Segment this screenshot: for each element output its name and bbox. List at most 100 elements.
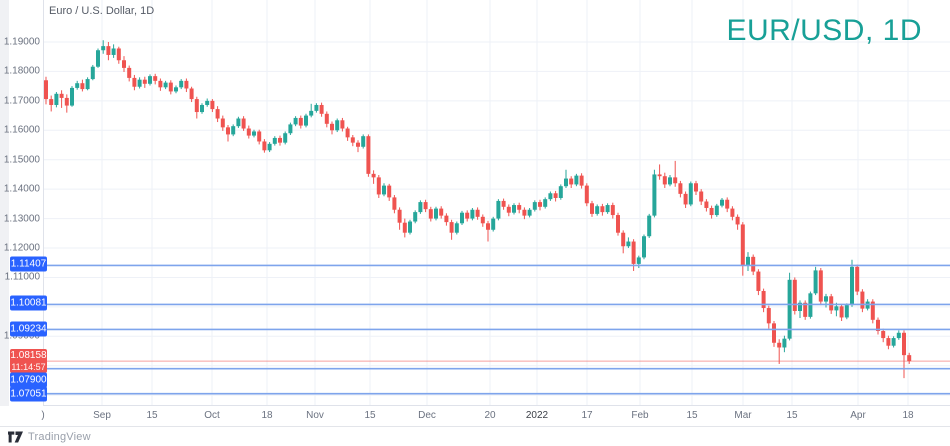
candle-body — [647, 215, 652, 237]
badge-price-value: 1.09234 — [10, 323, 47, 335]
candle-body — [44, 80, 48, 100]
candle-body — [595, 206, 600, 214]
candle-body — [168, 82, 173, 92]
candle-body — [189, 88, 194, 100]
price-label: 1.19000 — [3, 36, 40, 48]
candle-body — [740, 224, 745, 266]
candle-body — [304, 115, 308, 126]
candle-body — [798, 302, 802, 311]
candle-body — [397, 209, 402, 223]
time-tick: Feb — [631, 410, 649, 421]
candle-body — [751, 256, 756, 272]
candle-body — [907, 355, 912, 362]
candle-body — [532, 202, 537, 210]
price-level-badge: 1.07900 — [10, 372, 47, 388]
candle-body — [314, 104, 319, 111]
time-tick-year: 2022 — [525, 410, 549, 421]
candle-body — [782, 338, 787, 348]
candle-body — [881, 331, 886, 339]
candle-body — [252, 131, 256, 136]
candle-body — [850, 266, 854, 306]
price-level-badge: 1.11407 — [10, 256, 47, 272]
candle-body — [257, 131, 262, 142]
candle-body — [688, 183, 693, 205]
candle-body — [80, 83, 85, 90]
candle-body — [345, 128, 350, 138]
candle-body — [387, 185, 392, 198]
watermark-symbol-label: EUR/USD, 1D — [726, 14, 922, 47]
time-tick: 17 — [581, 410, 593, 421]
candle-body — [714, 205, 719, 216]
time-tick: Dec — [418, 410, 436, 421]
candle-body — [642, 236, 646, 258]
candle-body — [610, 205, 615, 216]
candle-body — [818, 270, 823, 302]
price-label: 1.11000 — [4, 271, 40, 283]
candle-body — [501, 200, 506, 207]
candle-body — [896, 332, 901, 339]
price-label: 1.12000 — [3, 242, 40, 254]
candle-body — [761, 290, 766, 309]
time-tick: 18 — [902, 410, 914, 421]
candle-body — [64, 97, 69, 106]
candle-body — [241, 118, 246, 129]
footer-bar: TradingView — [0, 427, 950, 446]
candle-body — [496, 200, 501, 219]
candle-body — [449, 222, 454, 233]
candle-body — [153, 76, 158, 81]
candle-body — [54, 93, 59, 105]
candle-body — [350, 137, 355, 143]
candle-body — [694, 183, 698, 192]
candle-body — [730, 208, 735, 217]
candle-body — [574, 175, 579, 185]
candle-body — [361, 136, 366, 147]
candle-body — [517, 205, 522, 210]
candle-body — [267, 143, 272, 151]
candle-body — [704, 201, 709, 208]
candle-body — [543, 199, 548, 207]
tradingview-logo-icon[interactable] — [8, 430, 23, 443]
time-tick: 15 — [786, 410, 798, 421]
badge-price-value: 1.07051 — [10, 388, 47, 400]
candle-body — [626, 241, 631, 247]
candle-body — [652, 174, 657, 216]
candle-body — [236, 118, 241, 127]
badge-price-value: 1.11407 — [10, 258, 47, 270]
price-axis[interactable]: 1.19000 1.18000 1.17000 1.16000 1.15000 1.140… — [4, 0, 47, 406]
chart-plot-area[interactable]: Euro / U.S. Dollar, 1D EUR/USD, 1D — [43, 0, 950, 406]
candle-body — [662, 176, 667, 185]
candle-body — [434, 208, 438, 219]
candle-body — [891, 338, 896, 346]
candle-body — [699, 191, 704, 202]
candle-body — [870, 301, 875, 320]
time-tick: 20 — [484, 410, 496, 421]
candle-body — [226, 127, 230, 135]
candle-body — [298, 117, 303, 126]
price-label: 1.14000 — [3, 183, 40, 195]
candle-body — [262, 141, 267, 151]
candle-body — [766, 308, 771, 324]
candle-body — [163, 82, 168, 88]
candle-body — [330, 123, 334, 131]
tradingview-logo-text[interactable]: TradingView — [28, 430, 91, 443]
candle-body — [106, 46, 111, 55]
candle-body — [335, 120, 340, 131]
price-label: 1.16000 — [3, 124, 40, 136]
candle-body — [454, 223, 459, 233]
price-label: 1.13000 — [3, 213, 40, 225]
candle-body — [855, 266, 860, 292]
candle-body — [101, 46, 106, 51]
time-tick: Apr — [850, 410, 866, 421]
candle-body — [179, 80, 184, 88]
candle-body — [148, 76, 152, 84]
candle-body — [158, 80, 163, 88]
candle-body — [506, 206, 511, 213]
candle-body — [725, 199, 730, 209]
time-tick: Mar — [734, 410, 752, 421]
time-tick: Oct — [204, 410, 220, 421]
candle-body — [376, 177, 381, 195]
candle-body — [631, 241, 636, 264]
candle-body — [636, 257, 641, 264]
candle-body — [584, 185, 589, 204]
time-axis[interactable]: ) Sep 15 Oct 18 Nov 15 Dec 20 2022 17 Feb 15 Mar 15 Apr… — [0, 406, 950, 427]
